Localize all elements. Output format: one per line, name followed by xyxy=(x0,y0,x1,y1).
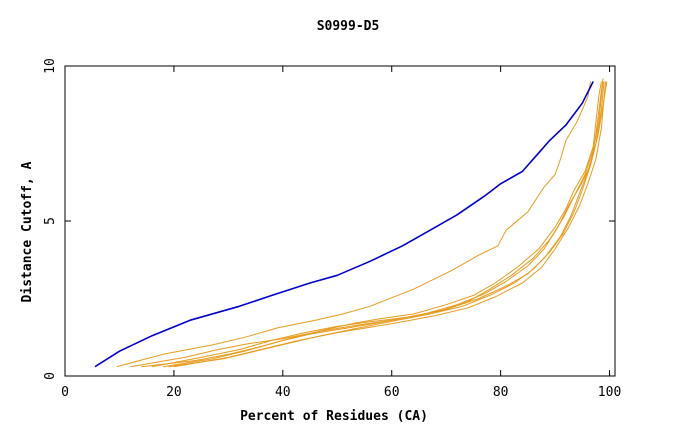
axis-ticks: 0 20 40 60 80 100 0 5 10 xyxy=(43,58,621,400)
x-tick-label: 80 xyxy=(493,385,509,400)
y-tick-label: 5 xyxy=(43,217,58,225)
x-axis-label: Percent of Residues (CA) xyxy=(240,409,428,424)
series-line-model-4 xyxy=(162,81,605,368)
x-tick-label: 60 xyxy=(384,385,400,400)
series-line-model-8 xyxy=(130,78,604,368)
x-tick-label: 40 xyxy=(275,385,291,400)
y-axis-label: Distance Cutoff, A xyxy=(20,161,35,302)
series-line-highlighted-model xyxy=(94,81,594,368)
chart-title: S0999-D5 xyxy=(317,19,380,34)
series-group xyxy=(94,78,608,368)
series-line-model-2 xyxy=(116,81,591,368)
x-tick-label: 20 xyxy=(166,385,182,400)
series-line-model-7 xyxy=(168,81,608,368)
y-tick-label: 0 xyxy=(43,372,58,380)
y-tick-label: 10 xyxy=(43,58,58,74)
x-tick-label: 0 xyxy=(61,385,69,400)
x-tick-label: 100 xyxy=(598,385,621,400)
